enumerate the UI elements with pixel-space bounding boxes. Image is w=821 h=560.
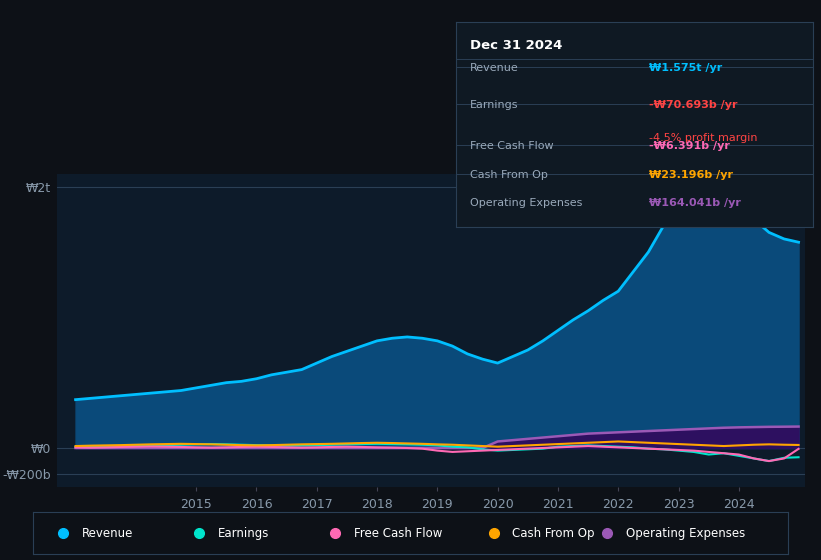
Text: Operating Expenses: Operating Expenses bbox=[470, 198, 582, 208]
Text: Revenue: Revenue bbox=[470, 63, 519, 73]
Text: Earnings: Earnings bbox=[470, 100, 518, 110]
Text: Operating Expenses: Operating Expenses bbox=[626, 527, 745, 540]
Text: Free Cash Flow: Free Cash Flow bbox=[354, 527, 443, 540]
Text: ₩1.575t /yr: ₩1.575t /yr bbox=[649, 63, 722, 73]
Text: Cash From Op: Cash From Op bbox=[470, 170, 548, 180]
Text: Revenue: Revenue bbox=[82, 527, 133, 540]
Text: ₩23.196b /yr: ₩23.196b /yr bbox=[649, 170, 732, 180]
Text: ₩164.041b /yr: ₩164.041b /yr bbox=[649, 198, 741, 208]
Text: -4.5% profit margin: -4.5% profit margin bbox=[649, 133, 757, 143]
Text: Free Cash Flow: Free Cash Flow bbox=[470, 141, 553, 151]
Text: -₩6.391b /yr: -₩6.391b /yr bbox=[649, 141, 729, 151]
Text: Dec 31 2024: Dec 31 2024 bbox=[470, 39, 562, 52]
Text: -₩70.693b /yr: -₩70.693b /yr bbox=[649, 100, 737, 110]
Text: Earnings: Earnings bbox=[218, 527, 269, 540]
Text: Cash From Op: Cash From Op bbox=[512, 527, 595, 540]
